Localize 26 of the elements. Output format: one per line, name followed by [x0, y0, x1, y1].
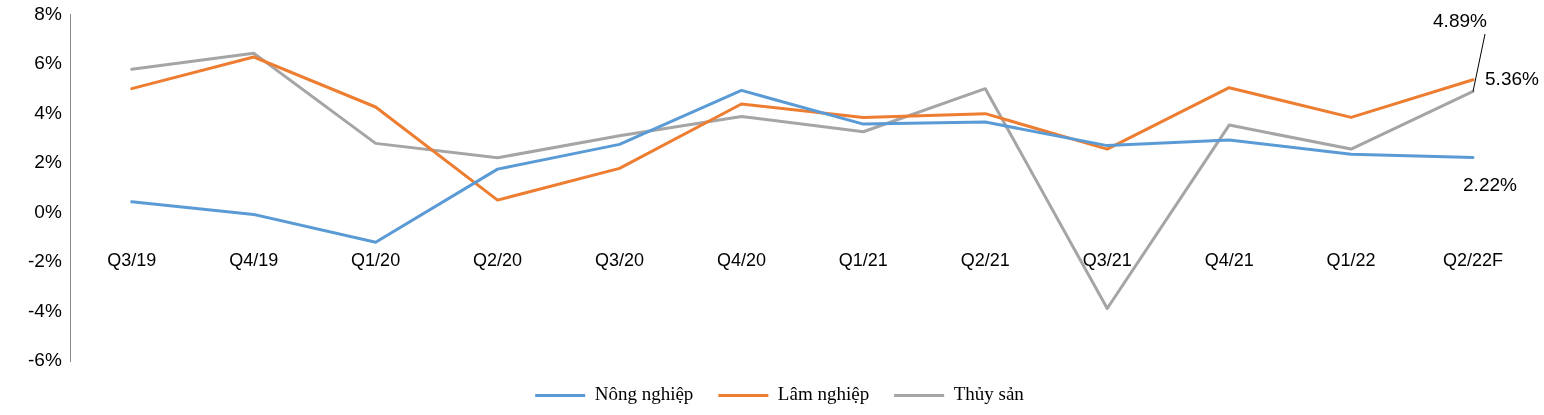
x-tick-label: Q3/21 [1082, 250, 1132, 271]
x-tick-label: Q1/20 [351, 250, 401, 271]
data-label: 2.22% [1463, 173, 1518, 195]
legend-label: Lâm nghiệp [777, 383, 870, 405]
x-tick-label: Q4/20 [716, 250, 766, 271]
x-tick-label: Q3/19 [107, 250, 157, 271]
y-tick-label: 4% [34, 101, 62, 123]
y-tick-label: 0% [34, 200, 62, 222]
x-tick-label: Q2/22F [1443, 250, 1504, 271]
data-label: 5.36% [1485, 67, 1540, 89]
data-label: 4.89% [1433, 10, 1488, 32]
x-tick-label: Q1/21 [838, 250, 888, 271]
x-tick-label: Q1/22 [1326, 250, 1376, 271]
x-tick-label: Q4/21 [1204, 250, 1254, 271]
x-tick-label: Q2/21 [960, 250, 1010, 271]
y-tick-label: -2% [27, 250, 62, 272]
legend-label: Thủy sản [953, 383, 1025, 405]
x-tick-label: Q3/20 [594, 250, 645, 271]
y-tick-label: 2% [34, 151, 62, 173]
y-tick-label: -6% [27, 349, 62, 371]
y-tick-label: 8% [34, 2, 62, 24]
x-tick-label: Q4/19 [229, 250, 279, 271]
legend-label: Nông nghiệp [594, 383, 694, 405]
x-tick-label: Q2/20 [473, 250, 523, 271]
y-tick-label: 6% [34, 52, 62, 74]
y-tick-label: -4% [27, 299, 62, 321]
